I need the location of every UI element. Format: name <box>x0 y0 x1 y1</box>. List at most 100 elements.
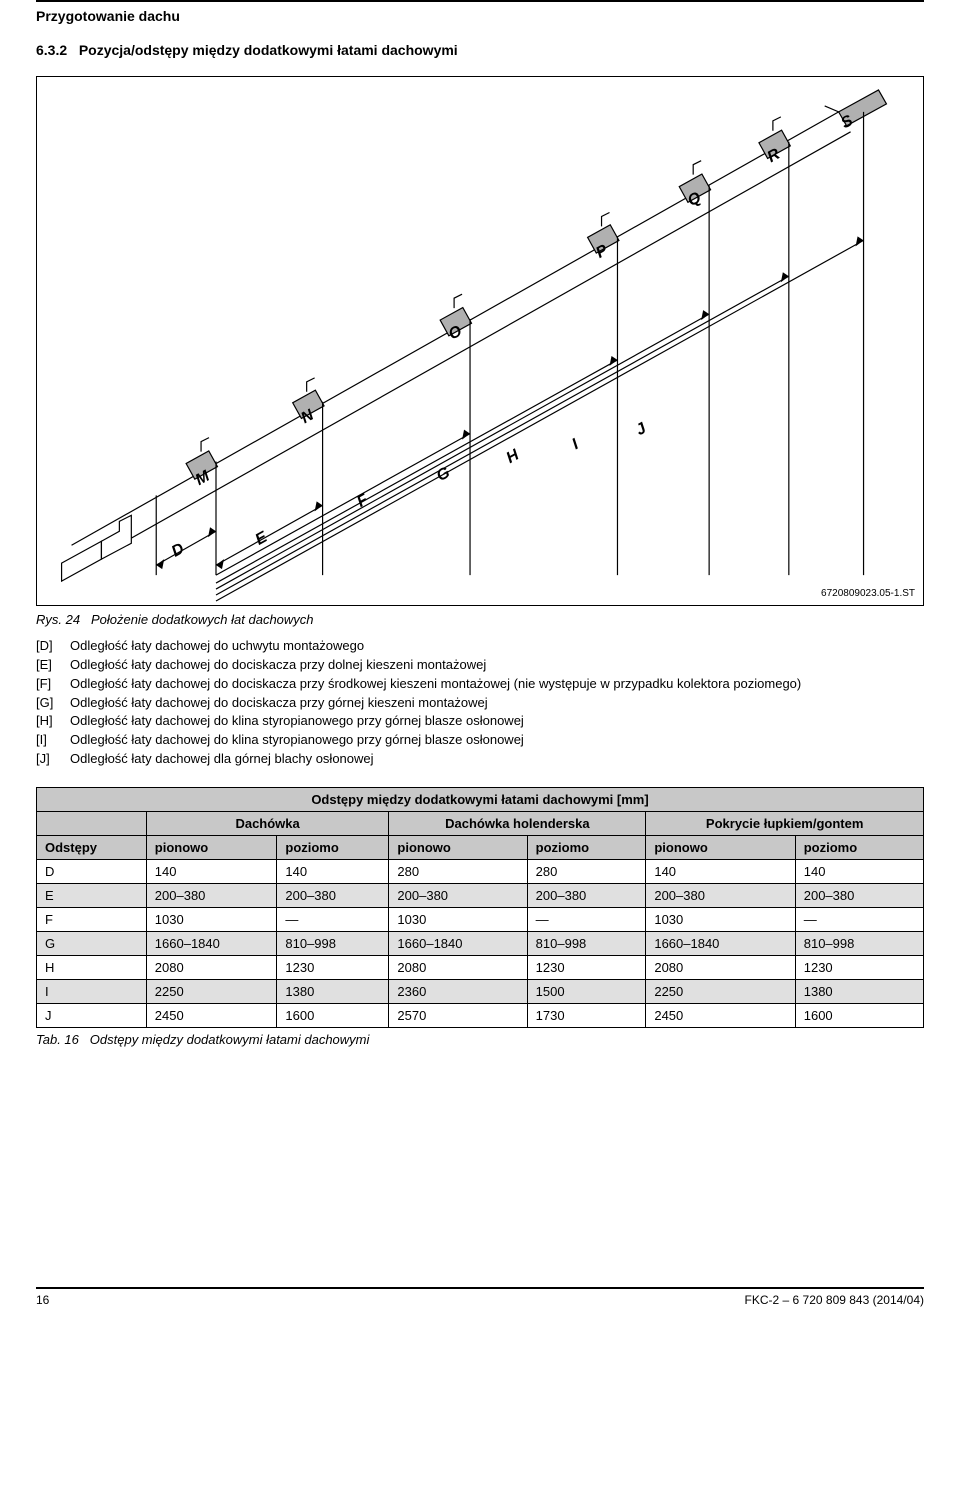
label-I: I <box>569 436 582 453</box>
label-D: D <box>169 540 188 561</box>
cell: 200–380 <box>646 883 795 907</box>
table-caption-prefix: Tab. 16 <box>36 1032 79 1047</box>
cell: 810–998 <box>527 931 646 955</box>
cell: 1230 <box>527 955 646 979</box>
cell: 2450 <box>646 1003 795 1027</box>
cell: 1660–1840 <box>146 931 277 955</box>
cell: 200–380 <box>277 883 389 907</box>
table-row: J245016002570173024501600 <box>37 1003 924 1027</box>
col-label: poziomo <box>795 835 923 859</box>
col-label: pionowo <box>389 835 527 859</box>
col-label: poziomo <box>277 835 389 859</box>
legend-row: [E] Odległość łaty dachowej do dociskacz… <box>36 656 924 675</box>
cell: 1600 <box>277 1003 389 1027</box>
col-label: pionowo <box>146 835 277 859</box>
legend-text: Odległość łaty dachowej do dociskacza pr… <box>70 675 801 694</box>
figure-id-code: 6720809023.05-1.ST <box>821 588 915 599</box>
cell: 1380 <box>277 979 389 1003</box>
cell: 1230 <box>277 955 389 979</box>
row-label: D <box>37 859 147 883</box>
legend-key: [J] <box>36 750 70 769</box>
cell: 1660–1840 <box>646 931 795 955</box>
figure-frame: D M E N F G H I J O P Q R S 6720809023.0… <box>36 76 924 606</box>
legend-row: [D] Odległość łaty dachowej do uchwytu m… <box>36 637 924 656</box>
cell: 2250 <box>646 979 795 1003</box>
table-row: E200–380200–380200–380200–380200–380200–… <box>37 883 924 907</box>
legend-key: [H] <box>36 712 70 731</box>
row-label: G <box>37 931 147 955</box>
cell: — <box>277 907 389 931</box>
legend-text: Odległość łaty dachowej do klina styropi… <box>70 731 524 750</box>
section-title-text: Pozycja/odstępy między dodatkowymi łatam… <box>79 42 458 58</box>
cell: 1030 <box>646 907 795 931</box>
cell: 140 <box>646 859 795 883</box>
row-label: F <box>37 907 147 931</box>
section-number: 6.3.2 <box>36 42 67 58</box>
cell: 2080 <box>646 955 795 979</box>
col-label: poziomo <box>527 835 646 859</box>
page-number: 16 <box>36 1293 49 1307</box>
label-F: F <box>354 491 372 511</box>
cell: 2080 <box>389 955 527 979</box>
section-title: 6.3.2 Pozycja/odstępy między dodatkowymi… <box>36 42 924 58</box>
legend-row: [J] Odległość łaty dachowej dla górnej b… <box>36 750 924 769</box>
group-header-2: Pokrycie łupkiem/gontem <box>646 811 924 835</box>
label-J: J <box>633 419 650 439</box>
cell: — <box>795 907 923 931</box>
table-row: H208012302080123020801230 <box>37 955 924 979</box>
col-label: pionowo <box>646 835 795 859</box>
spacing-table: Odstępy między dodatkowymi łatami dachow… <box>36 787 924 1028</box>
cell: 810–998 <box>277 931 389 955</box>
table-row: D140140280280140140 <box>37 859 924 883</box>
row-label: H <box>37 955 147 979</box>
figure-caption: Rys. 24 Położenie dodatkowych łat dachow… <box>36 612 924 627</box>
table-title: Odstępy między dodatkowymi łatami dachow… <box>37 787 924 811</box>
cell: 2080 <box>146 955 277 979</box>
cell: 2450 <box>146 1003 277 1027</box>
cell: 1730 <box>527 1003 646 1027</box>
legend-text: Odległość łaty dachowej do klina styropi… <box>70 712 524 731</box>
cell: 140 <box>795 859 923 883</box>
figure-caption-prefix: Rys. 24 <box>36 612 80 627</box>
cell: 200–380 <box>795 883 923 907</box>
cell: 1230 <box>795 955 923 979</box>
group-header-0: Dachówka <box>146 811 389 835</box>
legend-list: [D] Odległość łaty dachowej do uchwytu m… <box>36 637 924 769</box>
legend-key: [D] <box>36 637 70 656</box>
label-H: H <box>504 446 523 467</box>
cell: 1600 <box>795 1003 923 1027</box>
cell: 1030 <box>146 907 277 931</box>
cell: 2570 <box>389 1003 527 1027</box>
legend-text: Odległość łaty dachowej do dociskacza pr… <box>70 656 486 675</box>
cell: 200–380 <box>389 883 527 907</box>
table-row: G1660–1840810–9981660–1840810–9981660–18… <box>37 931 924 955</box>
label-G: G <box>434 464 453 485</box>
figure-caption-text: Położenie dodatkowych łat dachowych <box>91 612 314 627</box>
rowhead-label: Odstępy <box>37 835 147 859</box>
row-label: E <box>37 883 147 907</box>
cell: 280 <box>527 859 646 883</box>
legend-key: [E] <box>36 656 70 675</box>
table-caption-text: Odstępy między dodatkowymi łatami dachow… <box>90 1032 370 1047</box>
row-label: I <box>37 979 147 1003</box>
legend-text: Odległość łaty dachowej do uchwytu monta… <box>70 637 364 656</box>
roof-diagram-svg: D M E N F G H I J O P Q R S <box>37 77 923 605</box>
table-row: I225013802360150022501380 <box>37 979 924 1003</box>
cell: 200–380 <box>527 883 646 907</box>
cell: 810–998 <box>795 931 923 955</box>
legend-row: [H] Odległość łaty dachowej do klina sty… <box>36 712 924 731</box>
cell: 280 <box>389 859 527 883</box>
legend-row: [F] Odległość łaty dachowej do dociskacz… <box>36 675 924 694</box>
table-body: D140140280280140140 E200–380200–380200–3… <box>37 859 924 1027</box>
cell: 140 <box>277 859 389 883</box>
cell: 200–380 <box>146 883 277 907</box>
legend-text: Odległość łaty dachowej dla górnej blach… <box>70 750 374 769</box>
cell: 1500 <box>527 979 646 1003</box>
table-row: F1030—1030—1030— <box>37 907 924 931</box>
cell: 1030 <box>389 907 527 931</box>
group-header-1: Dachówka holenderska <box>389 811 646 835</box>
page-header-title: Przygotowanie dachu <box>36 8 924 24</box>
legend-key: [F] <box>36 675 70 694</box>
cell: 140 <box>146 859 277 883</box>
cell: 1380 <box>795 979 923 1003</box>
